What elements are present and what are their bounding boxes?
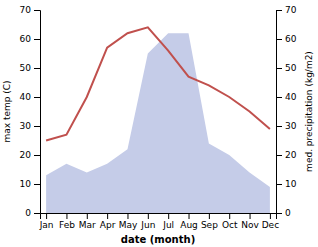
tick: Feb [59, 213, 75, 230]
tick-mark [34, 39, 40, 40]
tick: 40 [276, 92, 297, 102]
tick-mark [168, 213, 169, 219]
tick: Nov [241, 213, 259, 230]
x-axis: Jan Feb Mar AprMayJun Jul AugSep OctNovDec [39, 213, 279, 230]
tick: 60 [276, 34, 297, 44]
tick-label: 70 [285, 5, 297, 15]
tick-label: 50 [285, 63, 297, 73]
tick: 60 [20, 34, 40, 44]
tick-label: May [119, 220, 138, 230]
tick: 30 [276, 121, 297, 131]
tick-mark [34, 68, 40, 69]
tick-label: 60 [285, 34, 297, 44]
tick-mark [276, 155, 282, 156]
tick-mark [34, 126, 40, 127]
tick-mark [107, 213, 108, 219]
area [46, 33, 270, 213]
tick-label: 30 [285, 121, 297, 131]
tick: Apr [100, 213, 116, 230]
tick-label: 0 [285, 208, 291, 218]
tick: 20 [276, 150, 297, 160]
tick-label: Oct [222, 220, 238, 230]
tick-label: 40 [20, 92, 32, 102]
tick: 0 [25, 208, 40, 218]
tick-label: Jul [162, 220, 174, 230]
tick-mark [34, 97, 40, 98]
tick-label: Nov [241, 220, 259, 230]
tick: 0 [276, 208, 291, 218]
axis-line [277, 11, 283, 214]
tick-mark [34, 213, 40, 214]
line [46, 27, 270, 140]
tick-label: Feb [59, 220, 75, 230]
plot: Jan Feb Mar AprMayJun Jul AugSep OctNovDec 0 10 2… [20, 5, 297, 230]
tick: 50 [20, 63, 40, 73]
y2-axis: 0 10 20 30 40 50 60 70 [276, 5, 297, 218]
tick-mark [189, 213, 190, 219]
tick-label: 10 [285, 179, 297, 189]
tick-mark [276, 10, 282, 11]
chart: Jan Feb Mar AprMayJun Jul AugSep OctNovDec 0 10 2… [0, 0, 318, 247]
tick: Jun [140, 213, 155, 230]
tick-mark [276, 184, 282, 185]
tick-mark [46, 213, 47, 219]
tick-label: 20 [20, 150, 32, 160]
tick-label: 40 [285, 92, 297, 102]
tick-label: 70 [20, 5, 32, 15]
axis-line [34, 11, 41, 214]
tick-mark [270, 213, 271, 219]
tick-label: 30 [20, 121, 32, 131]
tick-mark [148, 213, 149, 219]
tick-label: 20 [285, 150, 297, 160]
tick: 20 [20, 150, 40, 160]
marks [46, 27, 270, 213]
tick: 10 [276, 179, 297, 189]
tick-label: 50 [20, 63, 32, 73]
tick: 70 [276, 5, 297, 15]
tick-mark [276, 126, 282, 127]
tick-mark [229, 213, 230, 219]
tick: Jan [39, 213, 54, 230]
tick: Aug [180, 213, 198, 230]
tick-mark [250, 213, 251, 219]
tick: 50 [276, 63, 297, 73]
tick-label: Sep [201, 220, 218, 230]
tick-label: Dec [262, 220, 279, 230]
tick-mark [34, 184, 40, 185]
y2-axis-title: med. precipitation (kg/m2) [304, 51, 314, 172]
tick-label: Apr [100, 220, 116, 230]
y-axis: 0 10 20 30 40 50 60 70 [20, 5, 41, 218]
tick-label: Jun [140, 220, 155, 230]
tick-mark [209, 213, 210, 219]
axis-line [41, 214, 277, 220]
tick: 70 [20, 5, 40, 15]
tick: Oct [222, 213, 238, 230]
tick-label: 10 [20, 179, 32, 189]
tick-label: 0 [25, 208, 31, 218]
tick-mark [34, 10, 40, 11]
tick: 10 [20, 179, 40, 189]
tick-mark [276, 68, 282, 69]
tick-mark [127, 213, 128, 219]
tick-label: 60 [20, 34, 32, 44]
tick-mark [34, 155, 40, 156]
tick-mark [276, 97, 282, 98]
x-axis-title: date (month) [121, 234, 195, 245]
tick-label: Mar [79, 220, 96, 230]
tick-mark [66, 213, 67, 219]
tick-mark [276, 213, 282, 214]
tick: Dec [262, 213, 279, 230]
tick: Mar [79, 213, 96, 230]
y-axis-title: max temp (C) [2, 80, 12, 142]
tick-label: Aug [180, 220, 198, 230]
tick-mark [87, 213, 88, 219]
tick-label: Jan [39, 220, 54, 230]
tick: Sep [201, 213, 218, 230]
tick: May [119, 213, 138, 230]
tick: Jul [162, 213, 174, 230]
tick: 40 [20, 92, 40, 102]
tick: 30 [20, 121, 40, 131]
tick-mark [276, 39, 282, 40]
